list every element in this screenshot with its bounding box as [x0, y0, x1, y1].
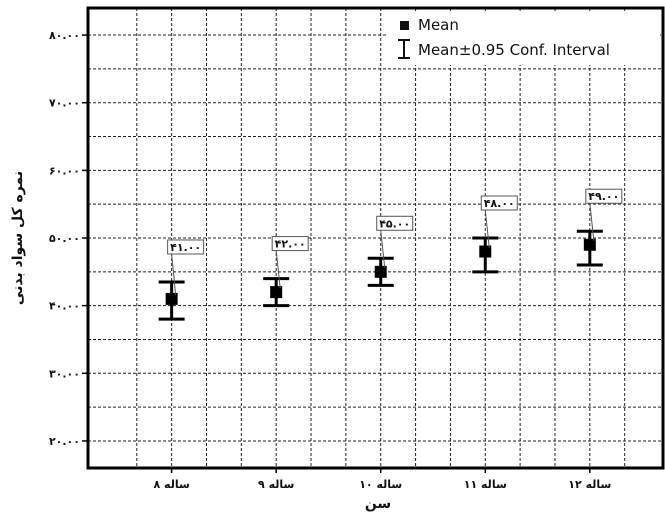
y-tick-label: ۵۰.۰۰ [49, 232, 80, 245]
data-labels: ۴۱.۰۰ ۴۲.۰۰ ۴۵.۰۰ ۴۸.۰۰ ۴۹.۰۰ [167, 188, 623, 295]
legend-entry-ci: Mean±0.95 Conf. Interval [418, 41, 610, 59]
legend-box [388, 11, 660, 65]
y-tick-label: ۴۰.۰۰ [49, 300, 80, 313]
data-label-box [271, 236, 309, 252]
x-axis-title: سن [365, 496, 391, 512]
y-tick-label: ۷۰.۰۰ [49, 97, 80, 110]
mean-marker [479, 245, 492, 258]
data-label: ۴۹.۰۰ [588, 190, 619, 203]
mean-marker [165, 292, 178, 305]
x-tick-label: ۱۰ ساله [359, 478, 402, 491]
grid [88, 8, 663, 468]
series-mean [158, 229, 603, 321]
legend-entry-mean: Mean [418, 16, 459, 34]
data-label-leader [484, 209, 490, 248]
data-label-leader [589, 203, 595, 241]
y-axis-title: نمره کل سواد بدنی [10, 171, 26, 305]
data-label-leader [171, 253, 177, 295]
data-label: ۴۸.۰۰ [484, 197, 515, 210]
data-label-leader [380, 230, 386, 268]
x-axis: ۸ ساله ۹ ساله ۱۰ ساله ۱۱ ساله ۱۲ ساله [153, 468, 611, 491]
y-tick-label: ۲۰.۰۰ [49, 435, 80, 448]
legend-ci-marker [398, 39, 410, 59]
data-label: ۴۵.۰۰ [379, 217, 410, 230]
y-axis: ۲۰.۰۰ ۳۰.۰۰ ۴۰.۰۰ ۵۰.۰۰ ۶۰.۰۰ ۷۰.۰۰ ۸۰.۰۰ [49, 29, 88, 448]
y-tick-label: ۶۰.۰۰ [49, 164, 80, 177]
data-label-box [585, 188, 623, 204]
mean-marker [270, 286, 283, 299]
data-label-box [480, 195, 518, 211]
data-label: ۴۲.۰۰ [275, 238, 306, 251]
data-label-leader [275, 250, 281, 289]
legend-mean-marker [400, 21, 409, 30]
x-tick-label: ۹ ساله [258, 478, 294, 491]
data-label-box [376, 215, 414, 231]
mean-marker [583, 238, 596, 251]
y-tick-label: ۸۰.۰۰ [49, 29, 80, 42]
legend: Mean Mean±0.95 Conf. Interval [388, 11, 660, 65]
data-label-box [167, 239, 205, 255]
x-tick-label: ۱۲ ساله [568, 478, 611, 491]
mean-marker [374, 265, 387, 278]
x-tick-label: ۸ ساله [153, 478, 189, 491]
y-tick-label: ۳۰.۰۰ [49, 367, 80, 380]
x-tick-label: ۱۱ ساله [464, 478, 507, 491]
data-label: ۴۱.۰۰ [170, 241, 201, 254]
